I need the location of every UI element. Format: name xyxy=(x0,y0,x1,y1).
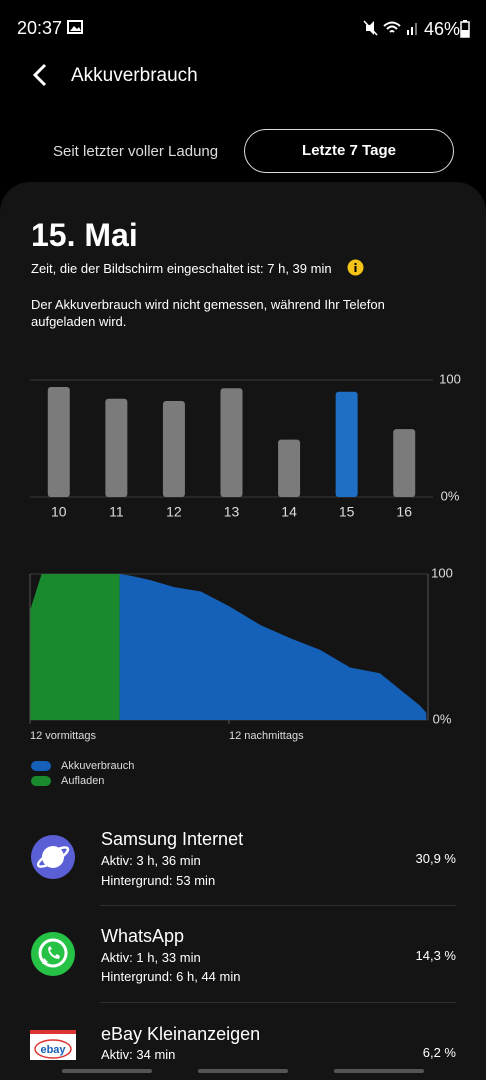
app-icon xyxy=(31,835,75,879)
app-active: Aktiv: 1 h, 33 min xyxy=(101,950,201,965)
app-name: WhatsApp xyxy=(101,926,185,946)
tab[interactable]: Seit letzter voller Ladung xyxy=(53,143,219,160)
legend-swatch xyxy=(31,776,51,786)
app-active: Aktiv: 34 min xyxy=(101,1047,176,1062)
back-button[interactable] xyxy=(30,62,50,88)
nav-handle[interactable] xyxy=(198,1069,288,1073)
bar xyxy=(393,429,416,497)
page-title: Akkuverbrauch xyxy=(71,65,198,86)
legend-label: Akkuverbrauch xyxy=(61,760,134,772)
bar xyxy=(278,439,301,497)
x-tick-label: 11 xyxy=(109,504,124,520)
nav-handle[interactable] xyxy=(62,1069,152,1073)
bar xyxy=(105,398,128,497)
separator xyxy=(100,905,456,906)
app-background: Hintergrund: 6 h, 44 min xyxy=(101,969,241,984)
area-chart: 0% 100 12 vormittags 12 nachmittags xyxy=(29,565,453,742)
bar xyxy=(220,388,243,497)
app-background: Hintergrund: 53 min xyxy=(101,873,216,888)
legend: Akkuverbrauch Aufladen xyxy=(31,760,134,787)
y-tick-label: 0% xyxy=(433,711,452,726)
area xyxy=(119,574,427,720)
x-tick-label: 12 vormittags xyxy=(30,730,97,742)
app-percent: 30,9 % xyxy=(415,851,456,866)
status-time: 20:37 xyxy=(17,18,63,38)
app-name: Samsung Internet xyxy=(101,829,244,849)
legend-label: Aufladen xyxy=(61,775,104,787)
separator xyxy=(100,1002,456,1003)
x-tick-label: 10 xyxy=(51,504,67,520)
nav-handle[interactable] xyxy=(334,1069,424,1073)
app-active: Aktiv: 3 h, 36 min xyxy=(101,853,201,868)
x-tick-label: 16 xyxy=(396,504,412,520)
bar-chart: 0% 100 10 11 12 13 14 15 16 xyxy=(30,371,461,520)
app-name: eBay Kleinanzeigen xyxy=(101,1024,261,1044)
app-percent: 14,3 % xyxy=(415,948,456,963)
legend-swatch xyxy=(31,761,51,771)
x-tick-label: 12 nachmittags xyxy=(229,730,304,742)
x-tick-label: 14 xyxy=(281,504,297,520)
app-percent: 6,2 % xyxy=(422,1045,456,1060)
screen-time: Zeit, die der Bildschirm eingeschaltet i… xyxy=(31,261,332,276)
app-icon xyxy=(31,932,75,976)
y-tick-label: 0% xyxy=(441,488,460,503)
status-battery: 46% xyxy=(424,19,461,39)
y-tick-label: 100 xyxy=(431,565,453,580)
app-icon: ebay xyxy=(30,1030,76,1064)
info-icon[interactable] xyxy=(347,259,364,276)
status-icons xyxy=(363,20,417,36)
x-tick-label: 12 xyxy=(166,504,182,520)
y-tick-label: 100 xyxy=(439,371,461,386)
date: 15. Mai xyxy=(31,217,138,253)
x-tick-label: 13 xyxy=(224,504,240,520)
bar xyxy=(47,387,70,497)
bar xyxy=(335,391,358,497)
x-tick-label: 15 xyxy=(339,504,355,520)
svg-text:ebay: ebay xyxy=(40,1044,66,1056)
note: Der Akkuverbrauch wird nicht gemessen, w… xyxy=(31,297,385,329)
tab-selected[interactable]: Letzte 7 Tage xyxy=(244,129,454,173)
area xyxy=(30,574,120,720)
bar xyxy=(162,401,185,497)
gallery-icon xyxy=(67,20,83,34)
battery-icon xyxy=(460,20,470,38)
